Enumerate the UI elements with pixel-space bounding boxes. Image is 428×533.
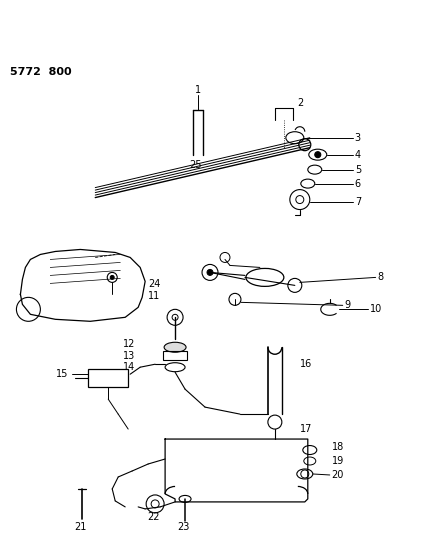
Text: 5772  800: 5772 800 xyxy=(10,67,72,77)
Text: 15: 15 xyxy=(56,369,68,379)
Text: 3: 3 xyxy=(355,133,361,143)
Text: 18: 18 xyxy=(332,442,344,452)
Text: 12: 12 xyxy=(123,340,135,349)
Ellipse shape xyxy=(164,342,186,352)
Text: 5: 5 xyxy=(355,165,361,175)
Text: 4: 4 xyxy=(355,150,361,160)
Text: 21: 21 xyxy=(74,522,86,532)
Text: 24: 24 xyxy=(148,279,160,289)
Text: 10: 10 xyxy=(370,304,382,314)
Bar xyxy=(88,369,128,387)
Text: 1: 1 xyxy=(195,85,201,95)
Text: 16: 16 xyxy=(300,359,312,369)
Text: 2: 2 xyxy=(297,98,303,108)
Text: 19: 19 xyxy=(332,456,344,466)
Text: 8: 8 xyxy=(377,272,384,282)
Text: 20: 20 xyxy=(332,470,344,480)
Text: 7: 7 xyxy=(355,197,361,207)
Text: 6: 6 xyxy=(355,179,361,189)
Text: 14: 14 xyxy=(123,362,135,372)
Circle shape xyxy=(110,276,114,279)
Circle shape xyxy=(315,152,321,158)
Text: 9: 9 xyxy=(345,300,351,310)
Text: 23: 23 xyxy=(177,522,189,532)
Text: 22: 22 xyxy=(147,512,159,522)
Text: 25: 25 xyxy=(189,160,201,169)
Circle shape xyxy=(207,269,213,276)
Text: 11: 11 xyxy=(148,292,160,301)
Text: 17: 17 xyxy=(300,424,312,434)
Bar xyxy=(163,351,187,360)
Text: 13: 13 xyxy=(123,351,135,361)
